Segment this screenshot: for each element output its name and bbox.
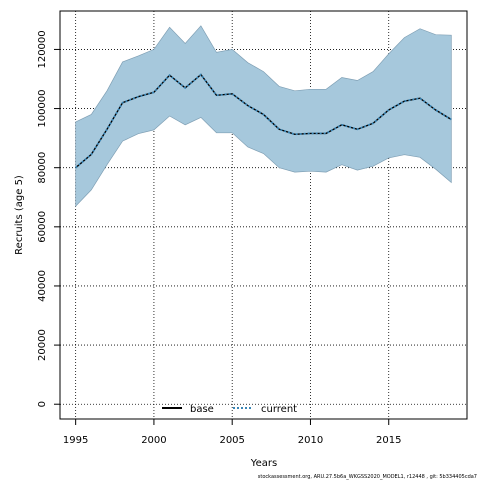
- y-tick-label: 80000: [37, 152, 48, 184]
- legend: base current: [162, 404, 297, 415]
- x-axis: 1995 2000 2005 2010 2015: [63, 419, 401, 446]
- x-tick-label: 2000: [141, 435, 166, 446]
- x-tick-label: 2005: [219, 435, 244, 446]
- confidence-band: [75, 25, 452, 207]
- series-layer: [75, 73, 452, 169]
- y-tick-label: 20000: [37, 329, 48, 361]
- plot-frame: [59, 10, 468, 420]
- series-line-current: [75, 73, 452, 169]
- y-tick-label: 100000: [37, 89, 48, 127]
- y-tick-label: 60000: [37, 211, 48, 243]
- x-tick-label: 2015: [376, 435, 401, 446]
- x-tick-label: 2010: [298, 435, 323, 446]
- y-tick-label: 120000: [37, 30, 48, 68]
- x-tick-label: 1995: [63, 435, 88, 446]
- x-axis-label: Years: [250, 458, 277, 469]
- legend-label-base: base: [190, 404, 214, 415]
- y-tick-label: 0: [37, 401, 48, 407]
- legend-label-current: current: [261, 404, 297, 415]
- footnote: stockassessment.org, ARU.27.5b6a_WKGSS20…: [258, 474, 477, 480]
- y-axis-label: Recruits (age 5): [14, 175, 25, 255]
- y-tick-label: 40000: [37, 270, 48, 302]
- y-axis: 0 20000 40000 60000 80000 100000 120000: [37, 30, 60, 407]
